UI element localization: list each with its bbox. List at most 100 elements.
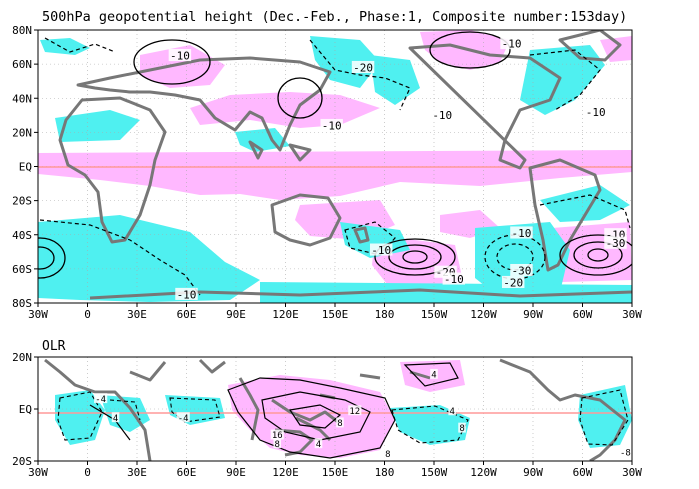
contour-label: -30 [512, 264, 532, 277]
x-tick-label: 60E [177, 466, 197, 479]
x-tick-label: 120E [272, 308, 299, 321]
contour-label: -8 [620, 448, 631, 458]
x-tick-label: 150E [322, 466, 349, 479]
contour-label: -20 [503, 276, 523, 289]
x-tick-label: 0 [84, 466, 91, 479]
x-tick-label: 30E [127, 466, 147, 479]
panel1-contours-negative [39, 37, 631, 296]
y-tick-label: EQ [19, 403, 32, 416]
x-tick-label: 90W [523, 466, 543, 479]
x-tick-label: 150W [421, 466, 448, 479]
contour-label-bg [351, 60, 375, 74]
x-tick-label: 120W [470, 466, 497, 479]
contour-label-bg [273, 438, 282, 449]
contour-label-bg [270, 429, 284, 440]
contour-label: 4 [316, 440, 321, 450]
x-tick-label: 150E [322, 308, 349, 321]
contour-label: 4 [431, 370, 436, 380]
contour-label: -10 [502, 38, 522, 51]
contour-label: -10 [170, 49, 190, 62]
contour-label-bg [501, 275, 525, 289]
contour-label-bg [336, 417, 344, 428]
contour-label: 16 [272, 431, 283, 441]
contour-label: -30 [606, 237, 626, 250]
y-tick-label: 80S [12, 297, 32, 310]
panel2-title: OLR [42, 339, 66, 354]
x-tick-label: 30W [28, 466, 48, 479]
y-tick-label: 20S [12, 455, 32, 468]
x-tick-label: 180 [375, 308, 395, 321]
contour-label-bg [430, 368, 438, 379]
x-tick-label: 60W [573, 466, 593, 479]
contour-label: -10 [586, 106, 606, 119]
contour-label-bg [604, 236, 627, 249]
contour-label: 8 [385, 450, 390, 460]
contour-label-bg [320, 118, 343, 132]
contour-label-bg [348, 405, 362, 416]
contour-label: -10 [177, 288, 197, 301]
y-tick-label: 20N [12, 351, 32, 364]
y-tick-label: 20N [12, 126, 32, 139]
contour-label: -10 [444, 273, 464, 286]
panel1-contours [38, 31, 632, 279]
x-tick-label: 60W [573, 308, 593, 321]
x-tick-label: 30E [127, 308, 147, 321]
contour-label-bg [314, 438, 323, 449]
y-tick-label: 40S [12, 229, 32, 242]
x-tick-label: 0 [84, 308, 91, 321]
contour-label: -10 [512, 227, 532, 240]
panel1-axes: 30W 0 30E 60E 90E 120E 150E 180 150W 120W 90W 60W 30… [12, 24, 642, 321]
contour-label: 8 [275, 440, 280, 450]
x-tick-label: 120E [272, 466, 299, 479]
x-tick-label: 30W [28, 308, 48, 321]
x-tick-label: 90W [523, 308, 543, 321]
contour-label-bg [510, 226, 533, 239]
contour-label-bg [618, 446, 632, 457]
x-tick-label: 30W [622, 466, 642, 479]
contour-label: -4 [95, 395, 106, 405]
x-tick-label: 150W [421, 308, 448, 321]
contour-label-bg [584, 105, 607, 118]
contour-label-bg [111, 412, 120, 423]
y-tick-label: EQ [19, 161, 32, 174]
y-tick-label: 80N [12, 24, 32, 37]
contour-label: -10 [432, 109, 452, 122]
y-tick-label: 60S [12, 263, 32, 276]
contour-label-bg [168, 48, 192, 62]
contour-label-bg [384, 448, 392, 459]
contour-label: 4 [113, 414, 118, 424]
contour-label: -10 [322, 119, 342, 132]
contour-label-bg [175, 287, 198, 300]
contour-label: 8 [459, 424, 464, 434]
contour-label-bg [431, 108, 454, 121]
x-tick-label: 180 [375, 466, 395, 479]
panel2-contours-negative [57, 389, 629, 446]
contour-label-bg [176, 412, 190, 423]
contour-label-bg [442, 272, 466, 285]
x-tick-label: 60E [177, 308, 197, 321]
y-tick-label: 20S [12, 195, 32, 208]
contour-label: -20 [353, 61, 373, 74]
panel1-title: 500hPa geopotential height (Dec.-Feb., P… [42, 9, 627, 25]
panel2-contours [89, 362, 459, 459]
panel2-axes: 30W 0 30E 60E 90E 120E 150E 180 150W 120W 90W 60W 30… [12, 351, 642, 479]
contour-label: 8 [337, 419, 342, 429]
contour-label: 12 [349, 407, 360, 417]
contour-label: -10 [371, 244, 391, 257]
x-tick-label: 90E [226, 466, 246, 479]
y-tick-label: 60N [12, 58, 32, 71]
y-tick-label: 40N [12, 92, 32, 105]
contour-label-bg [94, 393, 108, 404]
contour-label-bg [458, 422, 466, 433]
panel1-contour-labels: -10-20-10-10-10-10-10-10-20-10-10-30-20-… [168, 37, 627, 301]
contour-label: -4 [178, 414, 189, 424]
x-tick-label: 30W [622, 308, 642, 321]
contour-label-bg [500, 37, 523, 50]
panel1-negative-anomaly-shading [38, 36, 632, 303]
contour-label-bg [369, 243, 393, 256]
contour-label-bg [448, 405, 456, 416]
contour-label-bg [510, 263, 533, 277]
